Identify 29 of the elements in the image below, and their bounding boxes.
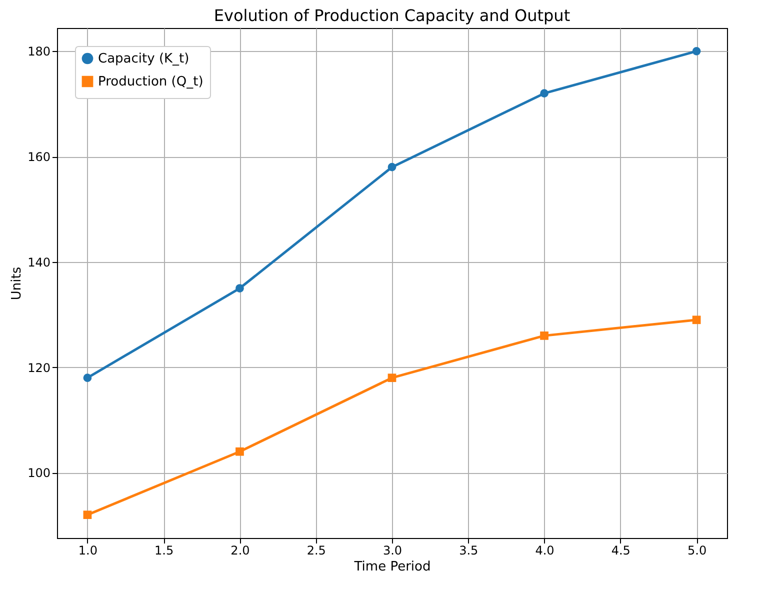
y-axis-title: Units — [10, 266, 25, 300]
point — [692, 316, 701, 324]
point — [236, 284, 244, 292]
point — [388, 374, 396, 382]
chart-title: Evolution of Production Capacity and Output — [214, 6, 570, 25]
point — [236, 447, 244, 456]
x-tick-label: 5.0 — [688, 544, 707, 558]
x-tick-label: 3.0 — [382, 544, 402, 558]
y-tick-label: 140 — [28, 255, 50, 270]
point — [692, 47, 701, 56]
point — [388, 162, 396, 172]
x-tick-label: 4.5 — [611, 544, 630, 558]
point — [540, 332, 548, 340]
x-tick-label: 1.5 — [154, 544, 174, 558]
y-tick-label: 180 — [28, 44, 50, 59]
point — [83, 374, 92, 382]
legend-label: Capacity (K_t) — [98, 52, 190, 66]
x-tick-label: 2.0 — [230, 544, 250, 558]
point — [83, 510, 92, 519]
x-tick-label: 3.5 — [459, 544, 478, 558]
y-tick-label: 100 — [28, 466, 50, 480]
x-axis-title: Time Period — [353, 560, 431, 574]
y-tick-label: 120 — [28, 360, 50, 375]
x-tick-label: 2.5 — [306, 544, 326, 558]
x-tick-label: 1.0 — [78, 544, 98, 558]
point — [540, 89, 548, 98]
x-tick-label: 4.0 — [535, 544, 554, 558]
legend-label: Production (Q_t) — [98, 74, 204, 90]
y-tick-label: 160 — [28, 150, 50, 164]
